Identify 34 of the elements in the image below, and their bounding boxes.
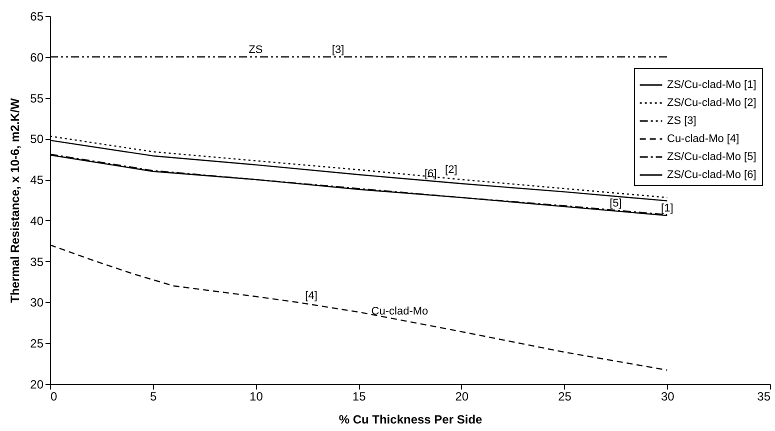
annotation: Cu-clad-Mo: [371, 306, 428, 318]
legend-label: ZS/Cu-clad-Mo [1]: [667, 79, 756, 91]
y-tick-label: 65: [30, 10, 44, 24]
x-tick-label: 5: [150, 390, 158, 404]
x-tick-label: 0: [50, 390, 58, 404]
legend-label: ZS [3]: [667, 115, 696, 127]
legend-label: ZS/Cu-clad-Mo [2]: [667, 97, 756, 109]
annotation: [3]: [332, 44, 344, 56]
y-axis-title: Thermal Resistance, x 10-6, m2.K/W: [8, 97, 22, 303]
y-tick-label: 45: [30, 173, 44, 188]
annotation: [2]: [445, 164, 458, 176]
y-tick-label: 30: [30, 296, 44, 310]
x-tick-label: 10: [250, 390, 264, 404]
y-tick-label: 55: [30, 91, 44, 106]
legend-label: ZS/Cu-clad-Mo [6]: [667, 169, 756, 181]
y-tick-label: 60: [30, 50, 44, 64]
x-tick-label: 25: [558, 390, 572, 404]
x-tick-label: 30: [660, 390, 675, 404]
y-tick-label: 25: [30, 336, 44, 351]
annotation: [6]: [424, 168, 437, 180]
x-tick-label: 20: [455, 390, 469, 404]
annotation: [1]: [661, 202, 674, 215]
x-tick-label: 35: [757, 390, 771, 404]
annotation: [5]: [610, 198, 622, 210]
y-tick-label: 50: [30, 132, 44, 146]
x-tick-label: 15: [352, 390, 366, 404]
legend-label: ZS/Cu-clad-Mo [5]: [667, 151, 756, 163]
y-tick-label: 35: [30, 254, 44, 269]
annotation: [4]: [305, 290, 318, 302]
y-tick-label: 20: [30, 378, 44, 392]
legend-label: Cu-clad-Mo [4]: [667, 133, 740, 145]
x-axis-title: % Cu Thickness Per Side: [338, 412, 483, 426]
annotation: ZS: [248, 44, 263, 56]
y-tick-label: 40: [30, 214, 44, 228]
